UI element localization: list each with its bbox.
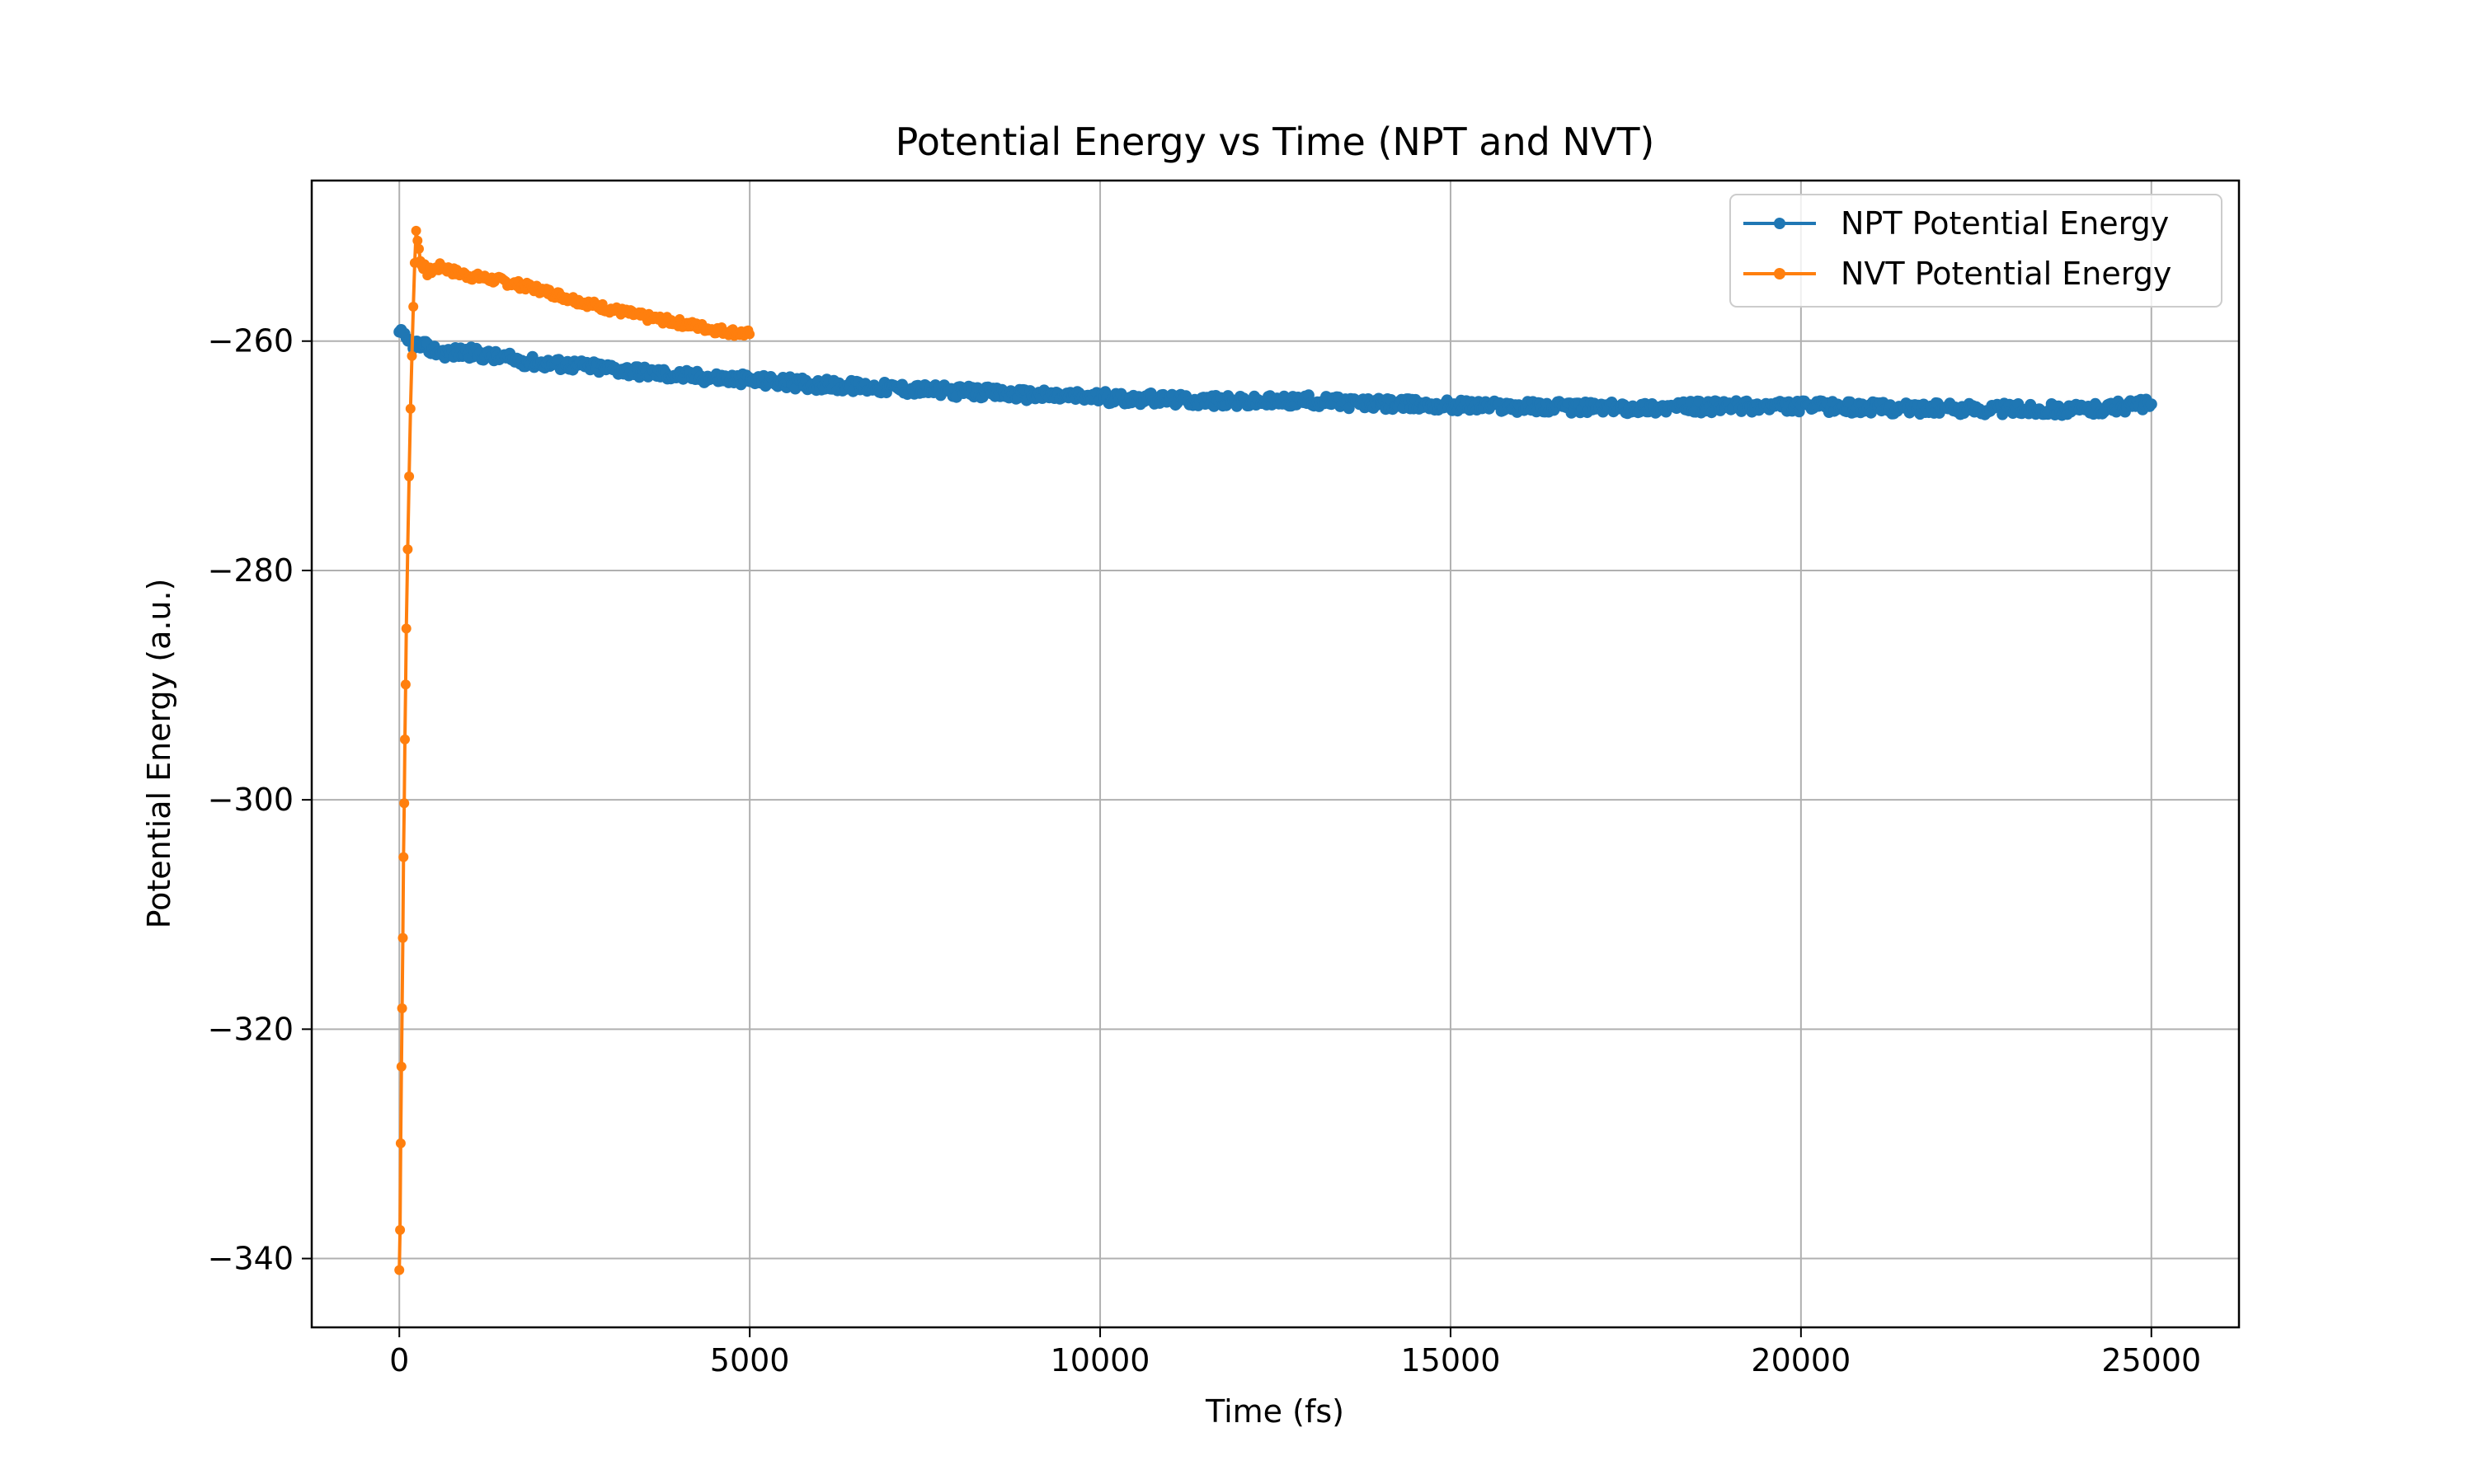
series-1 (394, 225, 755, 1275)
y-tick-label: −300 (208, 782, 294, 818)
data-point (1865, 406, 1877, 419)
data-point (397, 1003, 407, 1013)
x-tick-label: 20000 (1751, 1342, 1851, 1378)
data-point (400, 679, 411, 690)
data-point (408, 302, 419, 312)
legend-label-npt: NPT Potential Energy (1841, 205, 2169, 242)
data-point (398, 852, 409, 862)
data-point (394, 1265, 405, 1275)
plot-series (393, 225, 2157, 1275)
series-0 (393, 324, 2157, 421)
x-tick-label: 15000 (1401, 1342, 1501, 1378)
data-point (402, 544, 413, 555)
chart-title: Potential Energy vs Time (NPT and NVT) (896, 120, 1655, 164)
x-tick-label: 5000 (710, 1342, 790, 1378)
data-point (399, 798, 410, 809)
y-axis-label: Potential Energy (a.u.) (141, 579, 177, 929)
legend-box (1729, 194, 2222, 308)
legend: NPT Potential Energy NVT Potential Energ… (1729, 194, 2222, 308)
x-axis-ticks: 0 5000 10000 15000 20000 25000 (389, 1327, 2201, 1378)
data-point (414, 243, 424, 254)
data-point (412, 235, 423, 246)
x-tick-label: 10000 (1051, 1342, 1150, 1378)
data-point (407, 350, 417, 361)
data-point (395, 1138, 406, 1148)
data-point (2145, 398, 2157, 411)
data-point (411, 225, 421, 236)
axes-frame (310, 179, 2241, 1329)
y-axis-ticks: −340 −320 −300 −280 −260 (208, 323, 312, 1277)
legend-label-nvt: NVT Potential Energy (1841, 256, 2171, 292)
y-tick-label: −260 (208, 323, 294, 359)
y-tick-label: −320 (208, 1011, 294, 1047)
data-point (745, 329, 755, 340)
data-point (404, 471, 415, 481)
data-point (396, 1061, 407, 1072)
data-point (397, 932, 408, 943)
x-tick-label: 0 (389, 1342, 409, 1378)
legend-marker-npt (1774, 218, 1785, 229)
y-tick-label: −280 (208, 552, 294, 589)
data-point (401, 623, 412, 634)
grid (312, 181, 2239, 1327)
y-tick-label: −340 (208, 1241, 294, 1277)
data-point (395, 1224, 406, 1235)
x-axis-label: Time (fs) (1205, 1393, 1344, 1430)
data-point (400, 734, 410, 744)
legend-marker-nvt (1774, 268, 1785, 279)
x-tick-label: 25000 (2101, 1342, 2201, 1378)
data-point (405, 403, 416, 414)
